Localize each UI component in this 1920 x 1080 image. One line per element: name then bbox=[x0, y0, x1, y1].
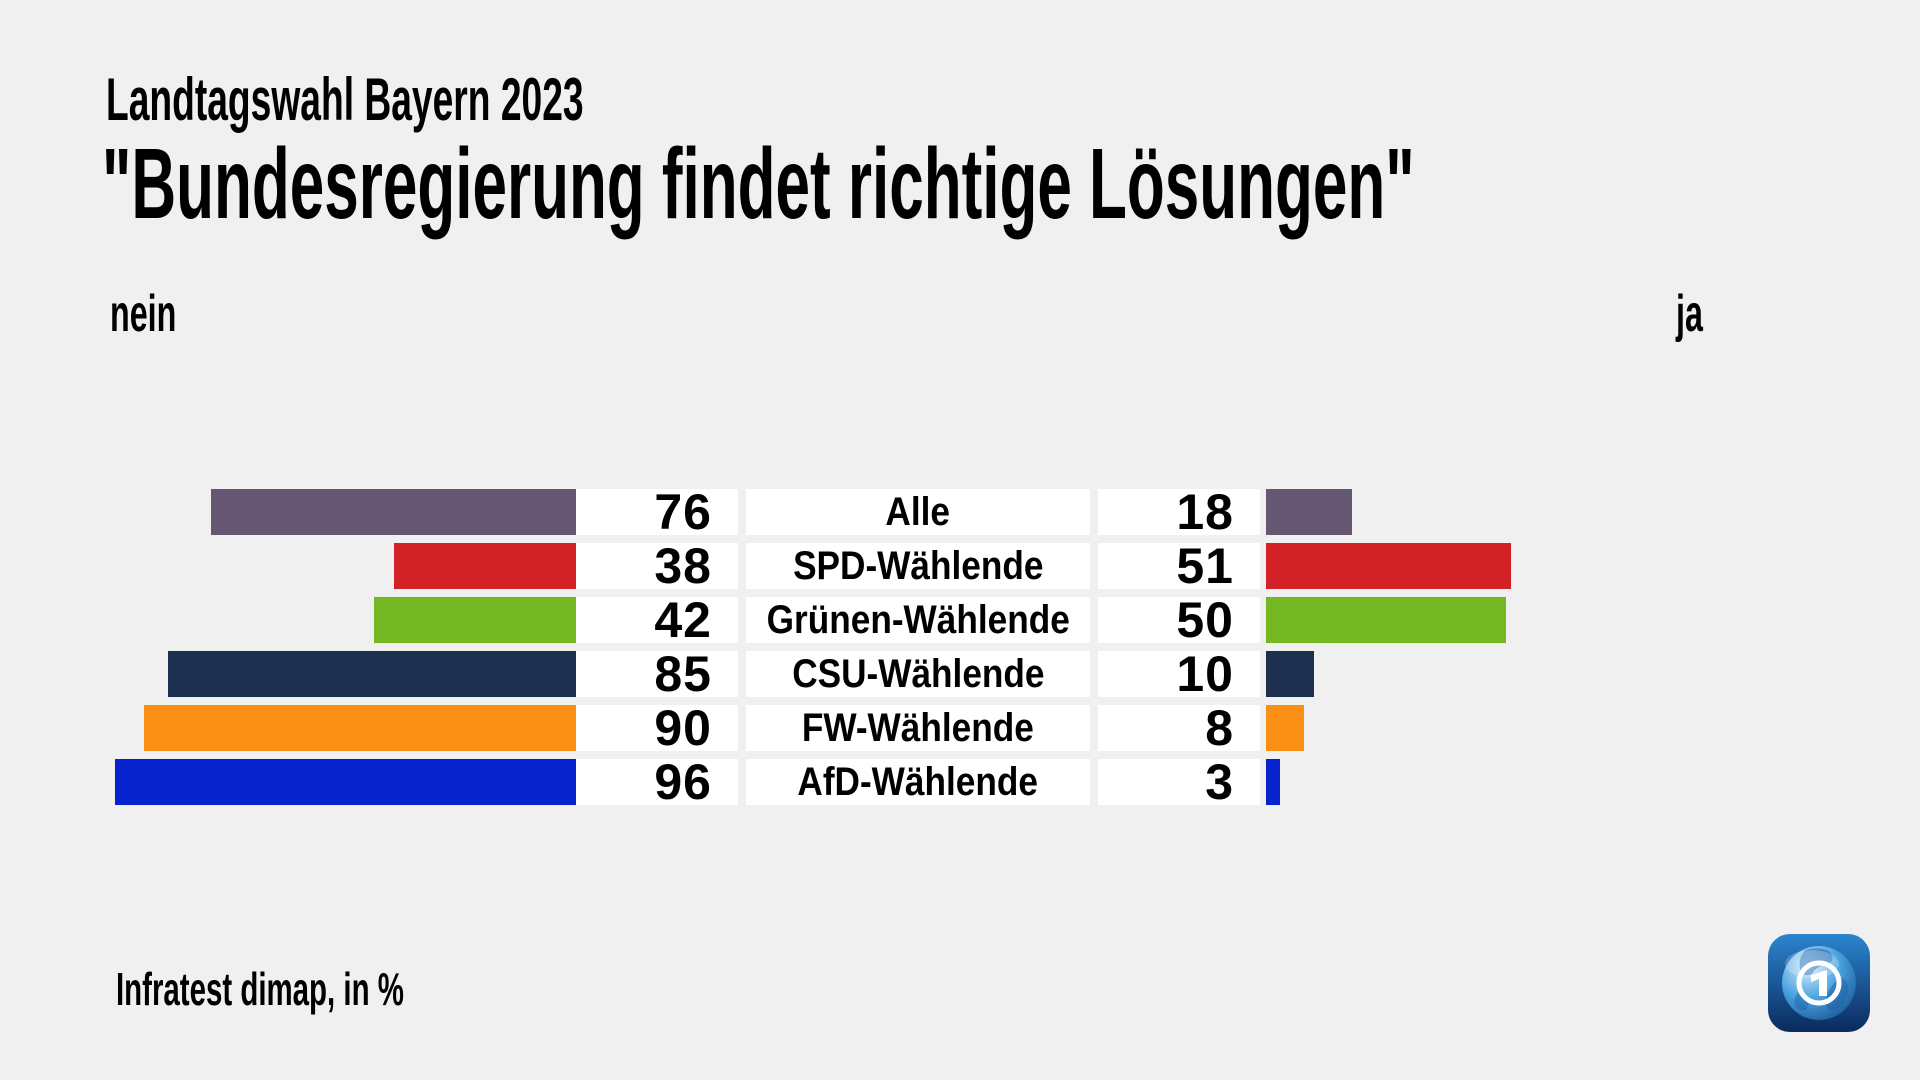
box-gap bbox=[738, 705, 746, 751]
ja-value: 50 bbox=[1176, 592, 1234, 648]
ja-bar bbox=[1266, 597, 1506, 643]
chart-subtitle-text: Landtagswahl Bayern 2023 bbox=[106, 66, 584, 133]
nein-value-box: 90 bbox=[576, 700, 738, 756]
nein-value-box: 96 bbox=[576, 754, 738, 810]
chart-title-text: "Bundesregierung findet richtige Lösunge… bbox=[102, 128, 1415, 240]
nein-bar bbox=[393, 543, 576, 589]
ja-value-box: 3 bbox=[1098, 754, 1260, 810]
box-gap bbox=[1090, 489, 1098, 535]
nein-value: 96 bbox=[654, 754, 712, 810]
nein-value-box: 42 bbox=[576, 592, 738, 648]
ja-bar bbox=[1266, 705, 1305, 751]
bar-row: 90 FW-Wählende 8 bbox=[96, 700, 1746, 756]
nein-bar bbox=[115, 759, 576, 805]
box-gap bbox=[1090, 543, 1098, 589]
bar-row: 76 Alle 18 bbox=[96, 484, 1746, 540]
nein-value-box: 38 bbox=[576, 538, 738, 594]
ja-value-box: 18 bbox=[1098, 484, 1260, 540]
party-label: FW-Wählende bbox=[802, 706, 1034, 750]
ja-bar bbox=[1266, 489, 1353, 535]
nein-value: 76 bbox=[654, 484, 712, 540]
box-gap bbox=[1090, 759, 1098, 805]
source-label: Infratest dimap, in % bbox=[116, 966, 566, 1012]
party-label: Grünen-Wählende bbox=[766, 598, 1070, 642]
nein-value-box: 76 bbox=[576, 484, 738, 540]
party-label-box: SPD-Wählende bbox=[746, 543, 1090, 589]
bar-row: 38 SPD-Wählende 51 bbox=[96, 538, 1746, 594]
axis-label-nein: nein bbox=[110, 285, 177, 343]
bar-row: 42 Grünen-Wählende 50 bbox=[96, 592, 1746, 648]
nein-bar bbox=[211, 489, 576, 535]
axis-label-ja: ja bbox=[1676, 285, 1703, 343]
box-gap bbox=[1090, 597, 1098, 643]
ja-value-box: 51 bbox=[1098, 538, 1260, 594]
chart-subtitle: Landtagswahl Bayern 2023 bbox=[106, 70, 876, 130]
ja-bar bbox=[1266, 759, 1281, 805]
party-label: CSU-Wählende bbox=[791, 652, 1045, 696]
box-gap bbox=[738, 489, 746, 535]
box-gap bbox=[1090, 705, 1098, 751]
ja-value: 3 bbox=[1205, 754, 1234, 810]
bar-row: 96 AfD-Wählende 3 bbox=[96, 754, 1746, 810]
box-gap bbox=[738, 651, 746, 697]
nein-bar bbox=[144, 705, 576, 751]
ja-value: 10 bbox=[1176, 646, 1234, 702]
nein-bar bbox=[374, 597, 576, 643]
party-label-box: Grünen-Wählende bbox=[746, 597, 1090, 643]
party-label-box: AfD-Wählende bbox=[746, 759, 1090, 805]
bar-row: 85 CSU-Wählende 10 bbox=[96, 646, 1746, 702]
box-gap bbox=[738, 759, 746, 805]
nein-value: 38 bbox=[654, 538, 712, 594]
party-label: Alle bbox=[885, 490, 951, 534]
ja-value: 8 bbox=[1205, 700, 1234, 756]
nein-value: 90 bbox=[654, 700, 712, 756]
box-gap bbox=[738, 597, 746, 643]
party-label: SPD-Wählende bbox=[792, 544, 1044, 588]
nein-value: 85 bbox=[654, 646, 712, 702]
nein-value: 42 bbox=[654, 592, 712, 648]
nein-value-box: 85 bbox=[576, 646, 738, 702]
ja-value: 51 bbox=[1176, 538, 1234, 594]
party-label-box: Alle bbox=[746, 489, 1090, 535]
ja-value: 18 bbox=[1176, 484, 1234, 540]
ja-value-box: 8 bbox=[1098, 700, 1260, 756]
ard-tagesschau-globe-logo-icon bbox=[1768, 934, 1870, 1032]
ja-value-box: 50 bbox=[1098, 592, 1260, 648]
ja-bar bbox=[1266, 651, 1314, 697]
box-gap bbox=[738, 543, 746, 589]
ja-bar bbox=[1266, 543, 1511, 589]
ja-value-box: 10 bbox=[1098, 646, 1260, 702]
source-label-text: Infratest dimap, in % bbox=[116, 963, 404, 1015]
party-label-box: FW-Wählende bbox=[746, 705, 1090, 751]
bar-rows: 76 Alle 18 38 SPD-Wählende 51 42 Grünen-… bbox=[96, 484, 1746, 813]
party-label: AfD-Wählende bbox=[797, 760, 1039, 804]
chart-title: "Bundesregierung findet richtige Lösunge… bbox=[102, 134, 1920, 234]
box-gap bbox=[1090, 651, 1098, 697]
nein-bar bbox=[168, 651, 576, 697]
party-label-box: CSU-Wählende bbox=[746, 651, 1090, 697]
